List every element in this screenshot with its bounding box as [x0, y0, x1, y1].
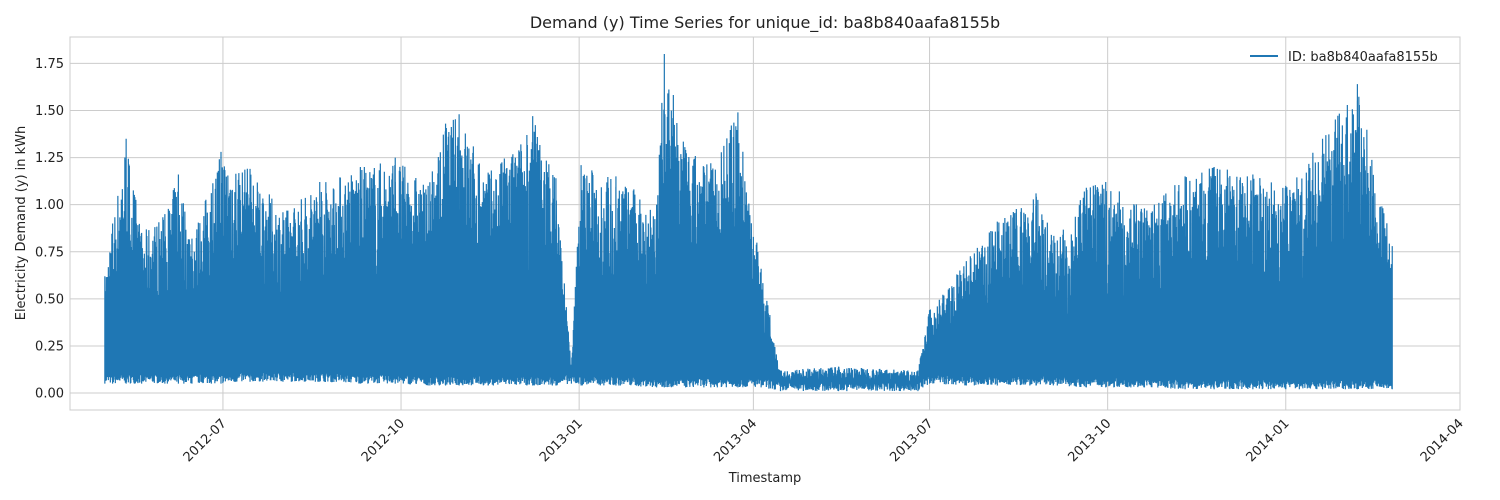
x-axis-label: Timestamp [728, 471, 802, 486]
y-tick-label: 0.75 [35, 245, 64, 260]
y-tick-label: 0.50 [35, 292, 64, 307]
y-tick-label: 0.25 [35, 339, 64, 354]
x-tick-label: 2012-10 [359, 416, 408, 465]
y-tick-label: 1.25 [35, 151, 64, 166]
y-axis-ticks: 0.00 0.25 0.50 0.75 1.00 1.25 1.50 1.75 [35, 57, 64, 402]
x-tick-label: 2014-04 [1418, 416, 1467, 465]
x-tick-label: 2013-10 [1065, 416, 1114, 465]
x-tick-label: 2014-01 [1244, 416, 1293, 465]
chart-title: Demand (y) Time Series for unique_id: ba… [530, 13, 1000, 33]
y-tick-label: 1.00 [35, 198, 64, 213]
y-axis-label: Electricity Demand (y) in kWh [14, 126, 29, 321]
x-tick-label: 2013-01 [537, 416, 586, 465]
x-tick-label: 2013-07 [887, 416, 936, 465]
legend-label: ID: ba8b840aafa8155b [1288, 50, 1438, 65]
x-axis-ticks: 2012-07 2012-10 2013-01 2013-04 2013-07 2013-… [181, 416, 1467, 465]
y-tick-label: 0.00 [35, 387, 64, 402]
plot-frame [69, 36, 1461, 411]
y-tick-label: 1.75 [35, 57, 64, 72]
x-tick-label: 2013-04 [711, 416, 760, 465]
x-tick-label: 2012-07 [181, 416, 230, 465]
y-tick-label: 1.50 [35, 104, 64, 119]
legend: ID: ba8b840aafa8155b [1250, 50, 1438, 65]
series-line [104, 53, 1393, 392]
series-line-group [104, 53, 1393, 392]
